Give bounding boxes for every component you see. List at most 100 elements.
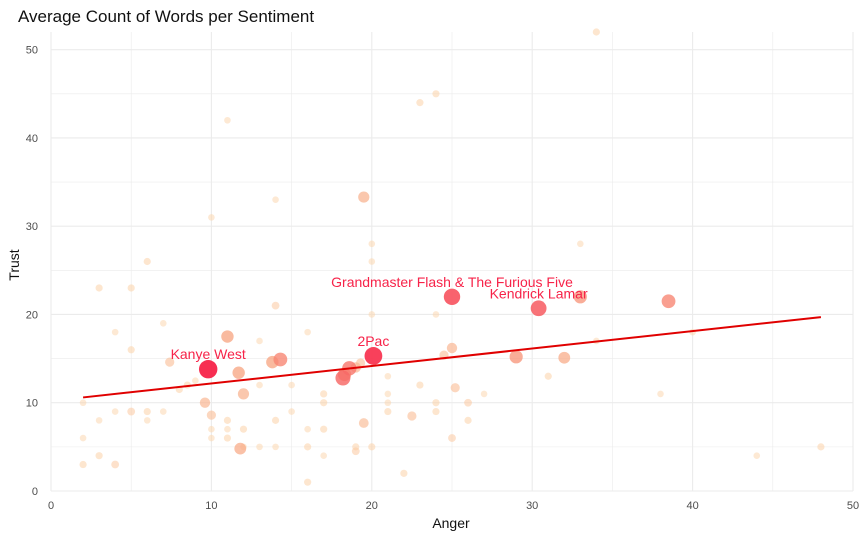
grid: [50, 32, 854, 492]
point-label: Kanye West: [171, 346, 246, 362]
y-tick-label: 30: [26, 221, 38, 233]
x-tick-label: 0: [48, 500, 54, 512]
data-point: [450, 383, 460, 393]
data-point: [544, 372, 552, 380]
data-point: [304, 478, 312, 486]
data-point: [368, 311, 376, 318]
data-point: [95, 284, 103, 292]
data-point: [224, 425, 231, 433]
data-point: [384, 399, 392, 407]
data-point: [237, 388, 250, 400]
x-axis-title: Anger: [432, 515, 470, 531]
data-point: [234, 442, 247, 455]
data-point: [657, 390, 664, 398]
point-label: Kendrick Lamar: [490, 285, 588, 301]
y-tick-label: 20: [26, 309, 38, 321]
y-tick-label: 50: [26, 45, 38, 57]
data-point: [143, 407, 151, 416]
data-point: [223, 434, 232, 442]
data-point: [79, 460, 87, 469]
data-point: [400, 469, 408, 477]
data-point: [256, 381, 263, 389]
data-point: [416, 99, 424, 107]
data-point: [127, 407, 136, 416]
data-point: [384, 390, 392, 398]
data-point: [817, 443, 825, 451]
data-point: [320, 425, 328, 433]
data-point: [273, 352, 288, 367]
data-point: [358, 191, 370, 203]
data-point: [335, 370, 351, 386]
data-point: [165, 357, 175, 367]
data-point: [221, 330, 234, 343]
data-point: [358, 418, 369, 428]
data-point: [661, 294, 676, 309]
data-point: [577, 240, 584, 248]
point-label: Grandmaster Flash & The Furious Five: [331, 274, 573, 290]
data-point: [272, 443, 279, 451]
data-point: [288, 408, 295, 415]
data-point: [304, 425, 311, 433]
x-tick-label: 10: [205, 500, 217, 512]
y-tick-label: 10: [26, 398, 38, 410]
x-tick-label: 20: [366, 500, 378, 512]
data-point: [416, 381, 424, 389]
data-point: [256, 443, 263, 451]
data-point: [159, 319, 167, 327]
data-point: [232, 366, 245, 379]
data-point: [256, 337, 263, 345]
data-point: [432, 311, 440, 318]
data-point: [320, 399, 328, 407]
data-point: [368, 443, 376, 451]
data-point: [239, 425, 248, 433]
data-point: [198, 359, 218, 379]
data-point: [111, 328, 119, 336]
x-tick-label: 50: [847, 500, 859, 512]
data-point: [95, 452, 103, 460]
data-point: [530, 300, 547, 317]
data-point: [127, 346, 135, 354]
x-tick-label: 40: [686, 500, 698, 512]
data-point: [464, 398, 472, 407]
data-point: [464, 416, 472, 424]
data-point: [208, 425, 215, 433]
data-point: [480, 390, 488, 398]
y-axis-title: Trust: [6, 249, 22, 280]
point-label: 2Pac: [357, 333, 389, 349]
data-point: [208, 214, 215, 221]
data-point: [288, 381, 295, 389]
data-point: [432, 407, 440, 416]
data-point: [143, 417, 151, 424]
data-point: [753, 452, 761, 459]
data-point: [443, 288, 461, 306]
data-point: [592, 28, 600, 36]
data-point: [79, 399, 87, 407]
trend-line-group: [82, 316, 822, 399]
data-point: [208, 434, 215, 442]
data-point: [224, 116, 231, 124]
trend-line: [82, 316, 822, 399]
data-point: [199, 397, 211, 408]
point-labels: Kanye West 2Pac Grandmaster Flash & The Fu…: [171, 274, 588, 362]
data-point: [95, 417, 103, 424]
data-point: [111, 460, 120, 469]
data-point: [320, 390, 328, 398]
data-point: [384, 407, 392, 416]
data-point: [111, 408, 119, 415]
data-point: [320, 452, 327, 459]
data-point: [304, 443, 312, 451]
data-point: [407, 411, 417, 421]
data-point: [206, 410, 216, 420]
data-point: [509, 350, 523, 364]
data-point: [223, 416, 232, 424]
data-point: [271, 416, 280, 424]
data-point: [432, 90, 440, 98]
data-point: [368, 258, 376, 265]
x-tick-label: 30: [526, 500, 538, 512]
data-point: [448, 434, 456, 442]
data-point: [271, 301, 280, 310]
data-point: [558, 351, 571, 364]
data-point: [384, 372, 392, 380]
data-point: [272, 196, 279, 204]
data-point: [159, 408, 167, 415]
